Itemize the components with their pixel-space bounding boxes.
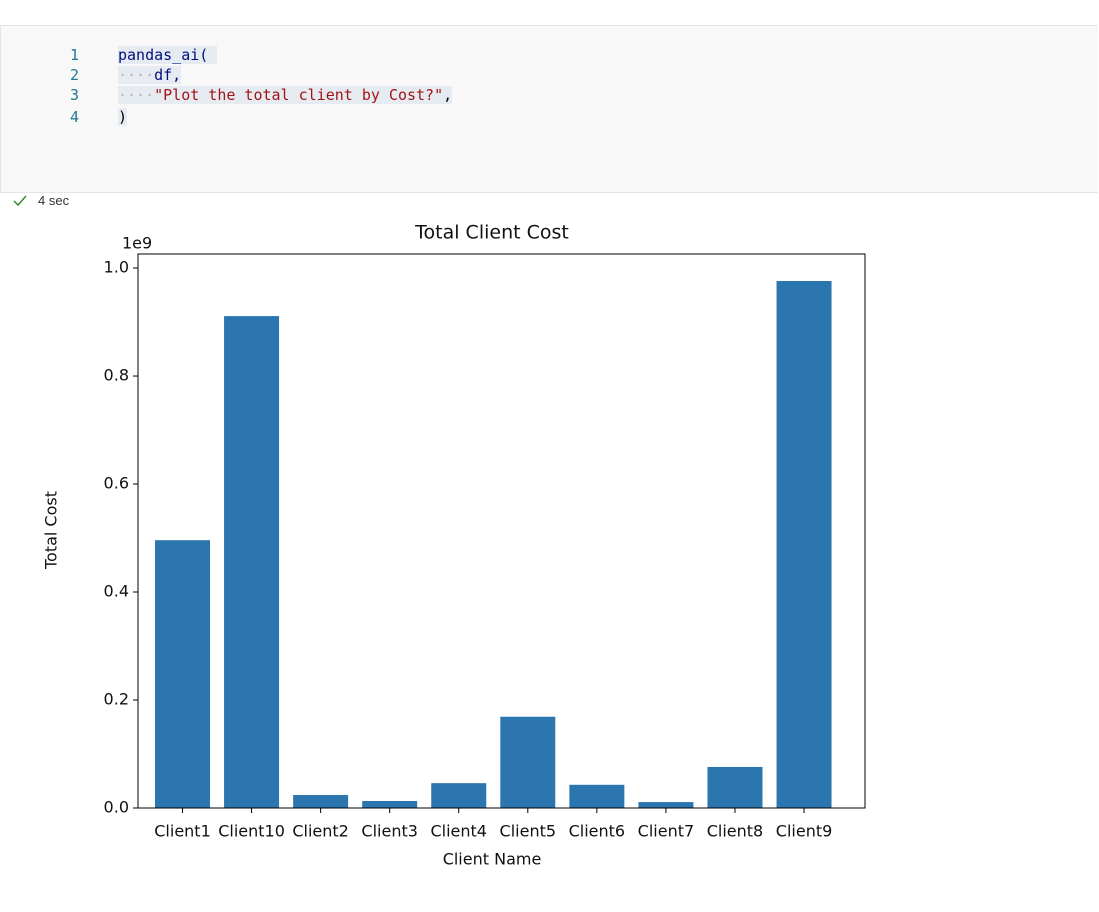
bar	[500, 716, 556, 808]
bar	[293, 795, 349, 808]
x-tick-label: Client4	[430, 822, 487, 841]
y-tick-label: 0.8	[104, 366, 129, 385]
line-number: 3	[69, 86, 79, 104]
bar	[707, 766, 763, 808]
code-cell[interactable]: 1 2 3 4 pandas_ai( ····df, ····"Plot the…	[0, 25, 1098, 193]
code-token: df,	[154, 66, 182, 84]
y-tick-label: 1.0	[104, 258, 129, 277]
y-tick-label: 0.2	[104, 690, 129, 709]
bar	[362, 800, 418, 808]
x-tick-label: Client8	[707, 822, 764, 841]
code-line: )	[118, 108, 128, 126]
bar	[431, 783, 487, 808]
x-tick-label: Client2	[292, 822, 349, 841]
run-status: 4 sec	[38, 193, 70, 208]
x-tick-label: Client5	[500, 822, 557, 841]
axis-offset: 1e9	[122, 234, 152, 253]
code-token: )	[118, 108, 128, 126]
y-tick-label: 0.6	[104, 474, 129, 493]
code-line: pandas_ai(	[118, 46, 218, 64]
x-axis-label: Client Name	[443, 850, 542, 869]
x-tick-label: Client7	[638, 822, 695, 841]
bar	[569, 784, 625, 808]
plot-frame	[137, 253, 866, 809]
line-number: 2	[69, 66, 79, 84]
x-tick-label: Client1	[154, 822, 211, 841]
chart: Total Client Cost 1e9 Client Name Total …	[42, 222, 866, 869]
y-axis-label: Total Cost	[42, 491, 61, 570]
code-line: ····df,	[118, 66, 182, 84]
bar	[155, 540, 210, 808]
chart-title: Total Client Cost	[414, 222, 569, 244]
success-icon	[13, 195, 27, 207]
x-tick-label: Client10	[218, 822, 285, 841]
code-line: ····"Plot the total client by Cost?",	[118, 86, 453, 104]
x-tick-label: Client9	[776, 822, 833, 841]
code-token: "Plot the total client by Cost?"	[154, 86, 444, 104]
bar	[224, 316, 280, 808]
x-tick-label: Client6	[569, 822, 626, 841]
y-tick-label: 0.4	[104, 582, 129, 601]
bar	[638, 802, 694, 808]
bar	[776, 280, 832, 808]
x-tick-label: Client3	[361, 822, 418, 841]
code-token: pandas_ai(	[118, 46, 209, 64]
line-number: 1	[69, 46, 79, 64]
y-tick-label: 0.0	[104, 798, 129, 817]
line-number: 4	[69, 108, 79, 126]
code-token: ,	[443, 86, 453, 104]
